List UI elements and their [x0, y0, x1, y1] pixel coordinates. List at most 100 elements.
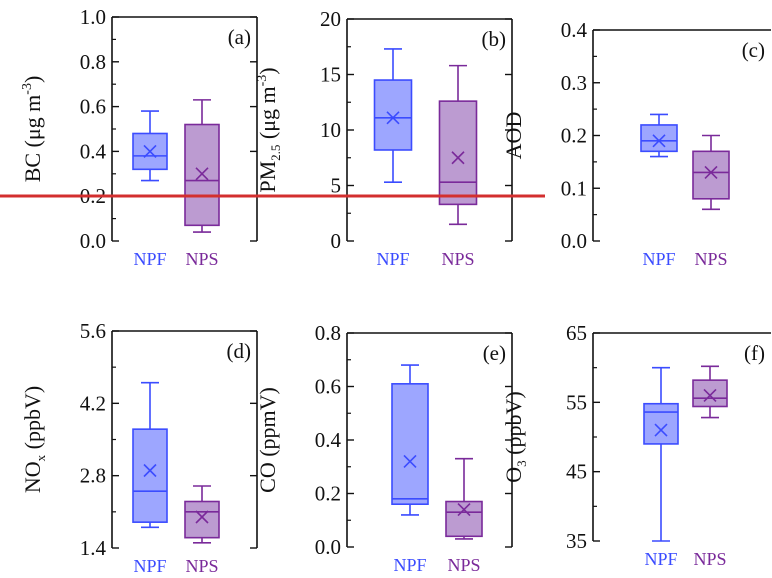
box-nps: NPS — [184, 485, 220, 576]
y-title-superscript: -3 — [20, 83, 35, 95]
y-axis-title: PM2.5 (μg m-3) — [255, 67, 283, 192]
y-title-tail: ) — [255, 67, 280, 74]
box-npf: NPF — [391, 364, 429, 575]
mean-marker-b — [652, 134, 666, 148]
y-title-subscript: x — [33, 454, 48, 461]
x-category-label: NPF — [133, 556, 166, 576]
mean-marker-b — [195, 510, 209, 524]
box-iqr — [692, 150, 730, 200]
y-title-tail: ) — [20, 76, 45, 83]
box-npf: NPF — [640, 113, 678, 269]
mean-marker-b — [403, 454, 417, 468]
x-category-label: NPF — [642, 249, 675, 269]
mean-marker-b — [195, 167, 209, 181]
x-category-label: NPS — [185, 556, 218, 576]
x-category-label: NPF — [133, 249, 166, 269]
y-tick-label: 20 — [320, 7, 341, 31]
panel-f: 35 45 55 65 (f) O3 (ppbV) NPF NPS — [501, 321, 771, 569]
mean-marker-b — [654, 423, 668, 437]
y-tick-label: 0.4 — [315, 428, 342, 452]
box-iqr — [391, 383, 429, 506]
y-tick-label: 0.4 — [561, 18, 588, 42]
x-category-label: NPF — [644, 549, 677, 569]
box-iqr — [438, 100, 478, 206]
mean-marker-b — [386, 111, 400, 125]
x-category-label: NPS — [447, 555, 480, 575]
box-nps: NPS — [438, 64, 478, 269]
y-tick-label: 55 — [566, 390, 587, 414]
box-iqr — [373, 79, 413, 151]
y-tick-label: 5 — [331, 174, 342, 198]
x-category-label: NPF — [376, 249, 409, 269]
x-category-label: NPS — [694, 249, 727, 269]
box-iqr — [445, 500, 483, 538]
y-tick-label: 0.0 — [80, 229, 106, 253]
box-iqr — [640, 124, 678, 153]
mean-marker-b — [451, 151, 465, 165]
y-tick-label: 35 — [566, 529, 587, 553]
y-tick-label: 45 — [566, 460, 587, 484]
box-iqr — [184, 500, 220, 539]
x-category-label: NPF — [393, 555, 426, 575]
panel-e: 0.0 0.2 0.4 0.6 0.8 (e) CO (ppmV) NPF NPS — [255, 321, 513, 575]
box-iqr — [643, 402, 679, 445]
y-tick-label: 10 — [320, 118, 341, 142]
mean-marker-b — [704, 165, 718, 179]
y-title-base: NO — [20, 461, 45, 493]
y-tick-label: 1.0 — [80, 5, 106, 29]
y-tick-label: 0.3 — [561, 71, 587, 95]
box-npf: NPF — [643, 366, 679, 569]
box-nps: NPS — [692, 365, 728, 569]
box-iqr — [132, 428, 168, 523]
y-tick-label: 0 — [331, 229, 342, 253]
y-tick-label: 0.1 — [561, 176, 587, 200]
x-category-label: NPS — [185, 249, 218, 269]
panel-label: (c) — [742, 38, 765, 62]
panel-label: (a) — [228, 25, 251, 49]
y-axis-title: CO (ppmV) — [255, 387, 280, 493]
y-axis-title: O3 (ppbV) — [501, 391, 529, 482]
y-title-base: PM — [255, 161, 280, 193]
box-nps: NPS — [445, 457, 483, 575]
y-title-base: AOD — [501, 112, 526, 160]
y-tick-label: 0.6 — [315, 375, 341, 399]
panel-a: 0.00.20.40.60.81.0(a)BC (μg m-3)NPF NPS — [20, 5, 258, 269]
x-category-label: NPS — [441, 249, 474, 269]
y-tick-label: 0.8 — [80, 50, 106, 74]
mean-marker-b — [457, 502, 471, 517]
y-title-mid: (ppbV) — [501, 391, 526, 460]
mean-marker-b — [703, 388, 717, 402]
y-title-base: BC (μg m — [20, 95, 45, 183]
y-title-base: O — [501, 467, 526, 483]
y-tick-label: 2.8 — [80, 464, 106, 488]
y-title-subscript: 2.5 — [268, 145, 283, 161]
y-title-superscript: -3 — [255, 75, 270, 87]
panel-label: (f) — [744, 341, 765, 365]
y-title-mid: (μg m — [255, 86, 280, 144]
y-axis-title: AOD — [501, 112, 526, 160]
y-axis-title: NOx (ppbV) — [20, 386, 48, 493]
y-tick-label: 0.8 — [315, 321, 341, 345]
box-npf: NPF — [132, 110, 168, 269]
panel-c: 0.0 0.1 0.2 0.3 0.4 (c) AOD NPF NPS — [501, 18, 771, 269]
y-tick-label: 1.4 — [80, 536, 107, 560]
box-nps: NPS — [692, 134, 730, 269]
box-nps: NPS — [184, 99, 220, 269]
box-npf: NPF — [132, 381, 168, 576]
y-tick-label: 0.0 — [315, 535, 341, 559]
y-title-subscript: 3 — [514, 460, 529, 467]
panel-d: 1.4 2.8 4.2 5.6 (d) NOx (ppbV) NPF NPS — [20, 319, 258, 576]
y-tick-label: 0.2 — [315, 482, 341, 506]
y-tick-label: 65 — [566, 321, 587, 345]
panel-label: (d) — [227, 339, 252, 363]
y-tick-label: 0.4 — [80, 139, 107, 163]
y-title-base: CO (ppmV) — [255, 387, 280, 493]
y-tick-label: 4.2 — [80, 391, 106, 415]
y-tick-label: 0.6 — [80, 95, 106, 119]
panel-label: (e) — [483, 341, 506, 365]
y-tick-label: 5.6 — [80, 319, 106, 343]
y-tick-label: 15 — [320, 63, 341, 87]
box-iqr — [692, 379, 728, 408]
